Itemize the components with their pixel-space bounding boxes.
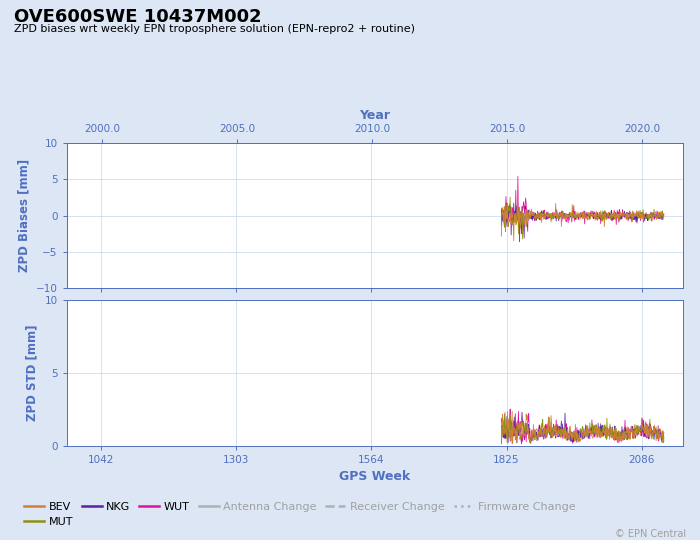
Legend: BEV, MUT, NKG, WUT, Antenna Change, Receiver Change, Firmware Change: BEV, MUT, NKG, WUT, Antenna Change, Rece… bbox=[20, 497, 580, 532]
X-axis label: Year: Year bbox=[359, 109, 390, 122]
Y-axis label: ZPD Biases [mm]: ZPD Biases [mm] bbox=[17, 159, 30, 272]
X-axis label: GPS Week: GPS Week bbox=[339, 470, 410, 483]
Text: © EPN Central: © EPN Central bbox=[615, 529, 686, 539]
Y-axis label: ZPD STD [mm]: ZPD STD [mm] bbox=[26, 325, 38, 421]
Text: ZPD biases wrt weekly EPN troposphere solution (EPN-repro2 + routine): ZPD biases wrt weekly EPN troposphere so… bbox=[14, 24, 415, 35]
Text: OVE600SWE 10437M002: OVE600SWE 10437M002 bbox=[14, 8, 262, 26]
